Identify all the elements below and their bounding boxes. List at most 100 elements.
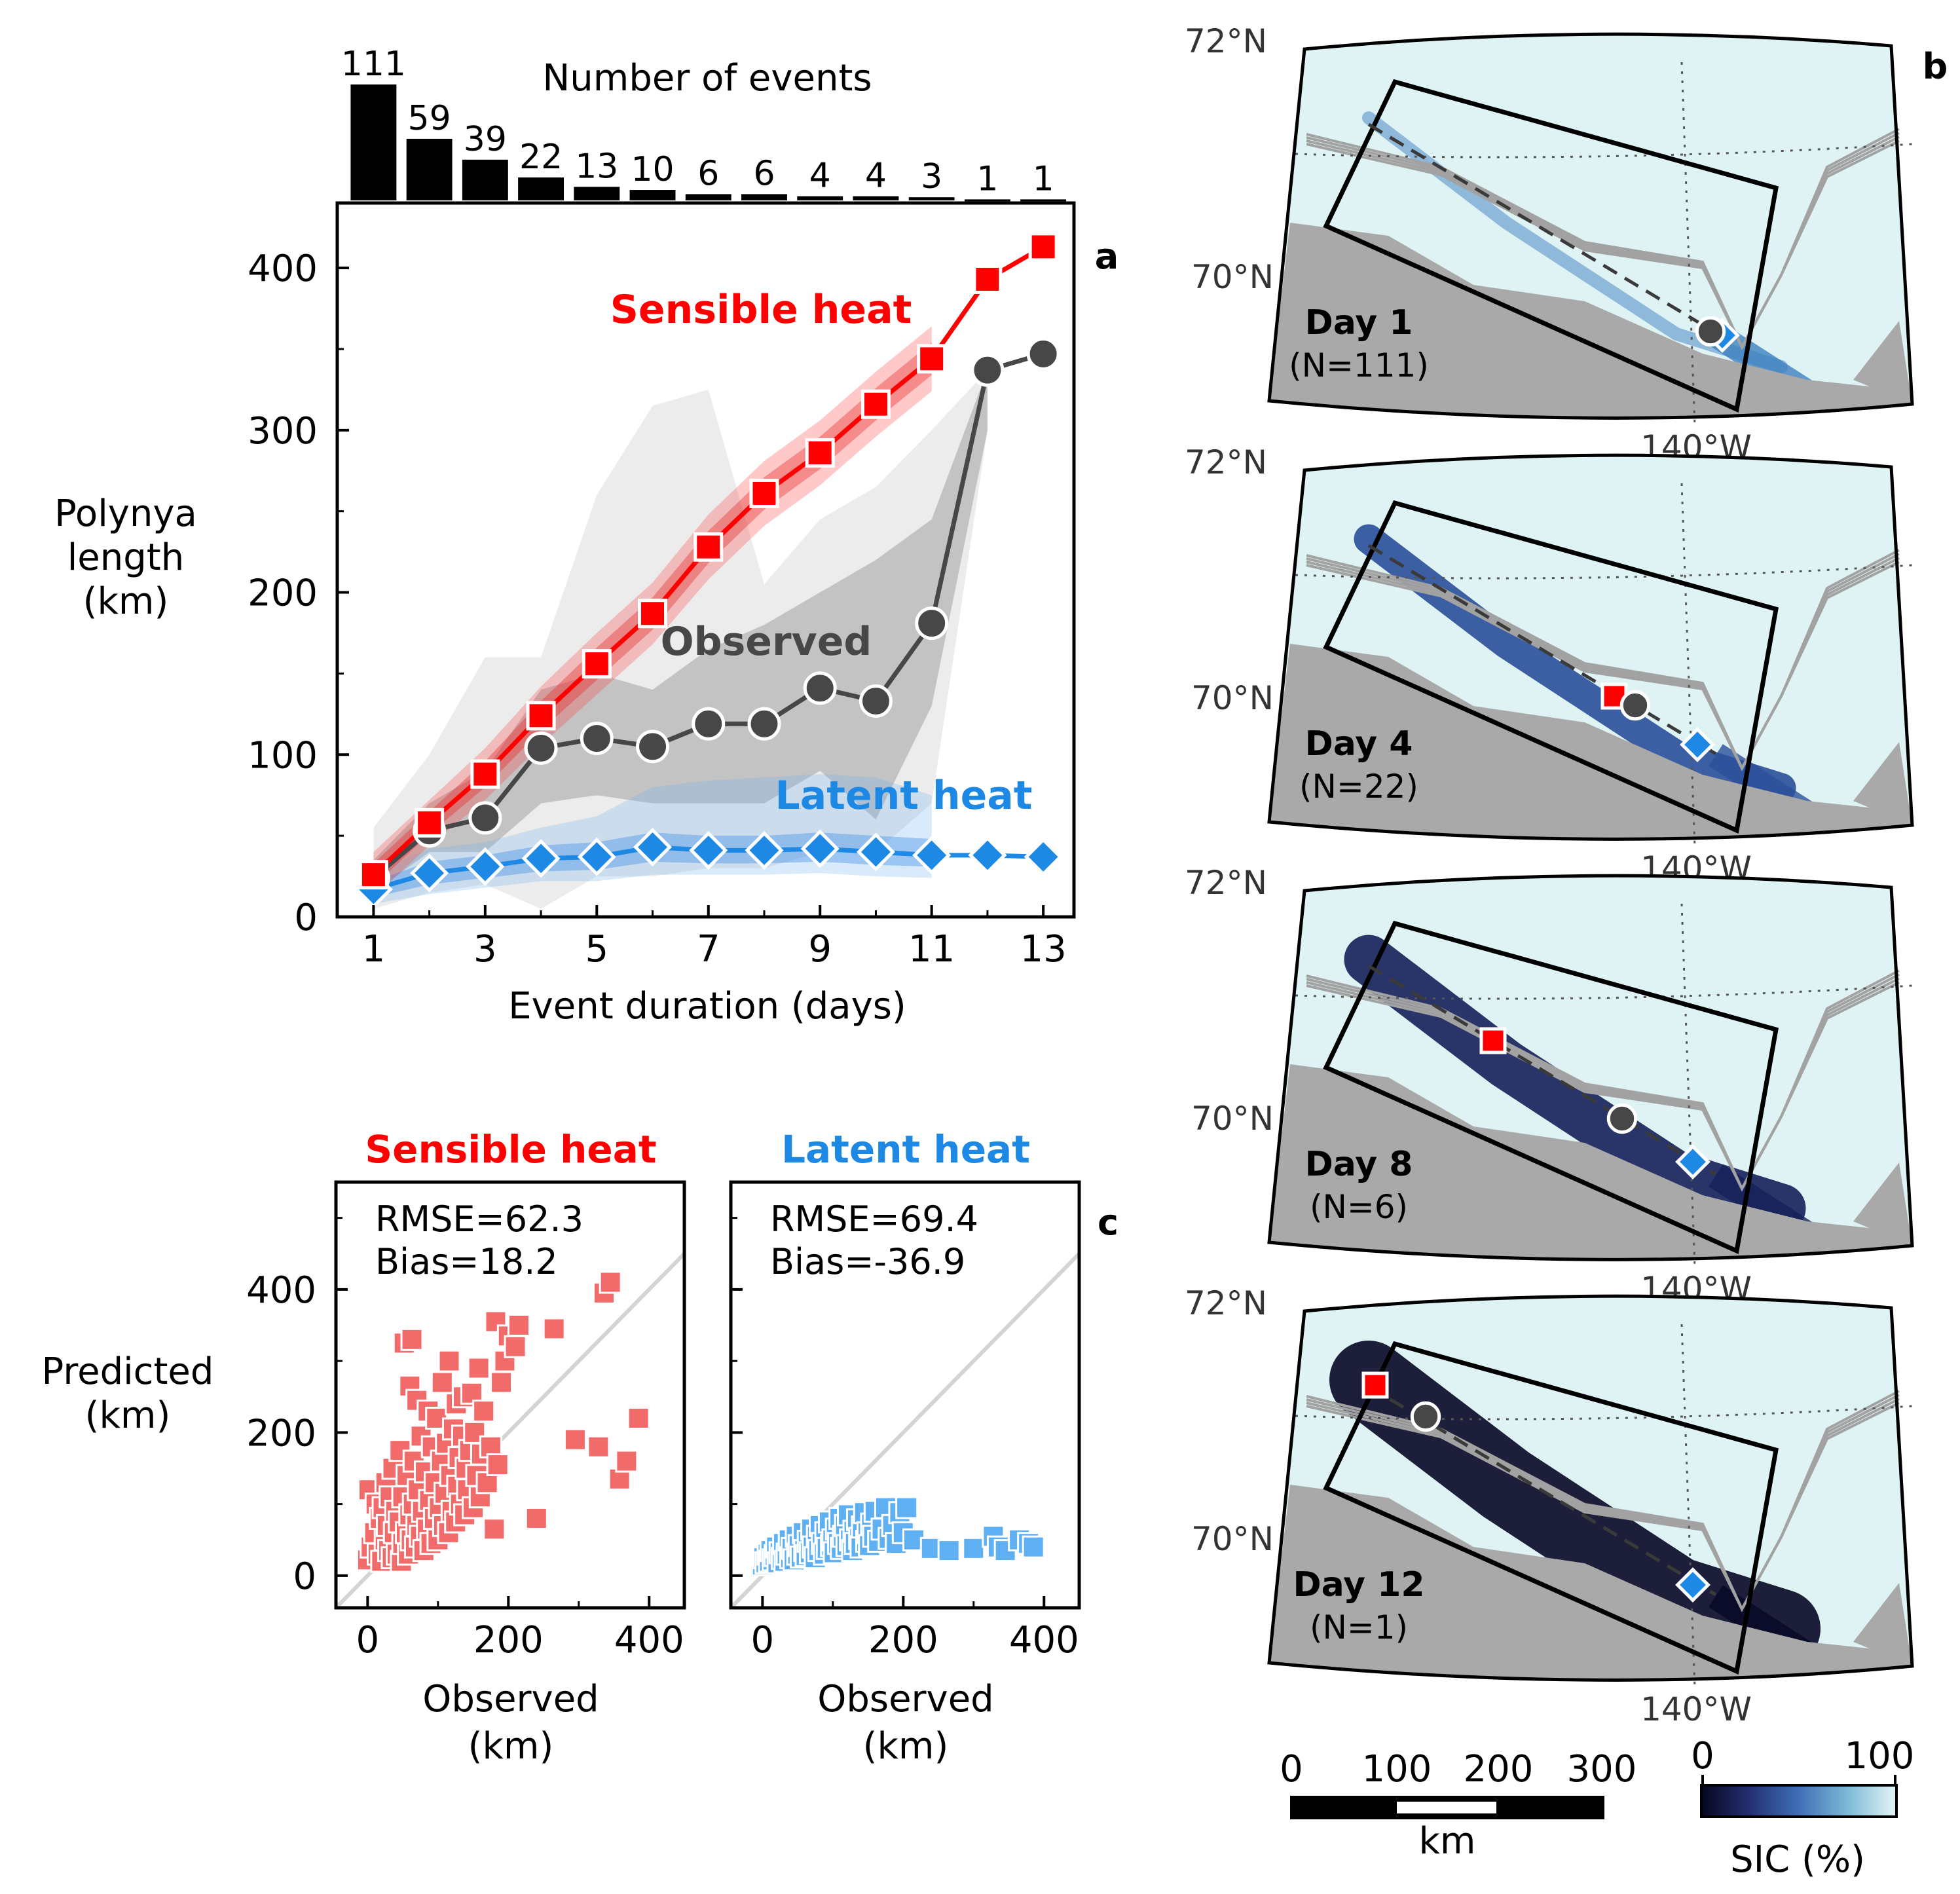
map-latent-marker (1680, 727, 1715, 762)
sensible-scatter-point-74 (460, 1381, 483, 1405)
sensible-heat-marker-day-2 (415, 808, 445, 838)
histogram-bar-11 (908, 197, 955, 200)
sensible-scatter-bias: Bias=18.2 (375, 1241, 558, 1282)
sensible-scatter-x-unit: (km) (468, 1725, 554, 1768)
map-sensible-marker (1361, 1371, 1389, 1399)
histogram-bar-3 (462, 159, 508, 200)
colorbar-label: SIC (%) (1730, 1838, 1865, 1881)
sensible-scatter-point-99 (615, 1449, 638, 1473)
sensible-scatter-point-59 (437, 1349, 461, 1373)
map-lat-72-label: 72°N (1185, 864, 1267, 902)
sensible-scatter-point-84 (483, 1517, 506, 1541)
panel-c-y-axis-unit: (km) (85, 1394, 171, 1437)
panel-a-xtick-label-7: 7 (697, 928, 720, 971)
map-lat-72-label: 72°N (1185, 1284, 1267, 1322)
sensible-scatter-point-93 (542, 1317, 566, 1341)
map-border (1267, 1294, 1914, 1682)
panel-a-ytick-label-400: 400 (248, 248, 318, 290)
sensible-scatter-title: Sensible heat (365, 1127, 656, 1172)
map-lat-70-label: 70°N (1191, 679, 1274, 717)
panel-a-y-label-line-2: length (67, 536, 185, 579)
latent-scatter-bias: Bias=-36.9 (770, 1241, 965, 1282)
panel-a-xtick-label-11: 11 (908, 928, 955, 971)
sensible-scatter-rmse: RMSE=62.3 (375, 1198, 583, 1240)
map-lon-140 (1680, 62, 1696, 426)
sensible-scatter-point-90 (504, 1335, 527, 1358)
sensible-heat-marker-day-1 (358, 860, 388, 890)
map-day-label: Day 1 (1305, 303, 1413, 343)
latent-scatter-rmse: RMSE=69.4 (770, 1198, 978, 1240)
latent-scatter-xtick-label-200: 200 (868, 1619, 938, 1662)
sensible-scatter-point-97 (599, 1271, 622, 1294)
panel-a-xtick-label-5: 5 (585, 928, 608, 971)
latent-heat-series-label: Latent heat (775, 773, 1033, 819)
scale-tick-0: 0 (1280, 1748, 1303, 1791)
map-panel-day-4: 72°N 70°N 140°W Day 12(N=1) (1185, 1284, 1914, 1728)
map-count-label: (N=111) (1289, 346, 1429, 384)
map-contour-3 (1306, 549, 1900, 771)
sensible-scatter-ytick-label-400: 400 (246, 1269, 316, 1312)
observed-marker-day-6 (636, 730, 670, 764)
map-latent-marker (1675, 1567, 1710, 1603)
panel-c-y-axis-label: Predicted (42, 1350, 214, 1393)
histogram-value-2: 59 (408, 99, 451, 138)
sensible-scatter-xtick-label-400: 400 (614, 1619, 684, 1662)
map-day-label: Day 8 (1305, 1145, 1413, 1184)
map-sensible-marker (1479, 1027, 1507, 1054)
histogram-value-1: 111 (341, 45, 406, 84)
sensible-heat-marker-day-6 (638, 599, 668, 629)
latent-heat-marker-day-9 (800, 829, 840, 868)
histogram-bar-12 (964, 199, 1010, 202)
map-border (1267, 453, 1914, 841)
sensible-scatter-point-94 (563, 1428, 587, 1451)
observed-marker-day-3 (468, 801, 502, 835)
latent-heat-marker-day-4 (521, 839, 561, 878)
latent-scatter-xtick-label-0: 0 (751, 1619, 775, 1662)
map-lat-70-label: 70°N (1191, 1100, 1274, 1138)
map-transect (1367, 122, 1717, 335)
map-observed-marker (1695, 316, 1726, 347)
map-latent-marker (1675, 1144, 1710, 1179)
sensible-scatter-point-78 (467, 1356, 490, 1380)
colorbar-max-label: 100 (1845, 1735, 1915, 1777)
histogram-value-7: 6 (697, 154, 719, 193)
sensible-scatter-point-92 (525, 1506, 548, 1530)
map-count-label: (N=1) (1310, 1608, 1408, 1646)
latent-scatter-point-77 (962, 1536, 986, 1560)
scale-unit: km (1419, 1820, 1476, 1863)
map-lon-label: 140°W (1640, 1690, 1752, 1728)
sensible-heat-marker-day-7 (693, 532, 724, 562)
sensible-heat-marker-day-3 (470, 759, 500, 789)
latent-scatter-point-83 (1022, 1535, 1045, 1559)
map-study-box (1323, 79, 1779, 413)
latent-heat-marker-day-7 (689, 830, 728, 870)
sensible-scatter-point-100 (627, 1407, 650, 1430)
map-day-label: Day 4 (1305, 724, 1413, 764)
map-day-label: Day 12 (1293, 1565, 1424, 1605)
panel-a-xtick-label-3: 3 (473, 928, 497, 971)
latent-scatter-frame (729, 1180, 1081, 1610)
map-lat-72-label: 72°N (1185, 22, 1267, 60)
histogram-value-10: 4 (865, 157, 887, 196)
latent-scatter-x-unit: (km) (863, 1725, 949, 1768)
scale-tick-100: 100 (1362, 1748, 1432, 1791)
sensible-heat-marker-day-13 (1028, 232, 1058, 262)
panel-a-frame (335, 201, 1076, 919)
map-study-box (1323, 1341, 1779, 1675)
sensible-scatter-ytick-label-0: 0 (293, 1555, 316, 1598)
sic-colorbar: 0 100 SIC (%) (1691, 1735, 1914, 1881)
map-study-box (1323, 920, 1779, 1255)
panel-a-xtick-label-9: 9 (808, 928, 832, 971)
map-land-east (1853, 1583, 1912, 1666)
map-study-box (1323, 500, 1779, 834)
map-count-label: (N=6) (1310, 1188, 1408, 1226)
histogram-bar-8 (741, 194, 787, 200)
sensible-heat-marker-day-5 (582, 649, 612, 679)
map-border (1267, 32, 1914, 420)
histogram-bar-5 (574, 187, 620, 200)
map-observed-marker (1606, 1103, 1638, 1134)
